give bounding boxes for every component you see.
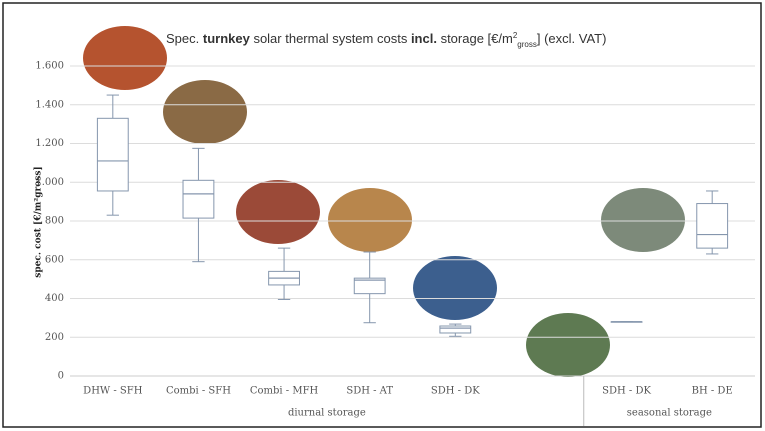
- y-tick-label: 200: [45, 332, 64, 343]
- y-tick-label: 1.400: [35, 99, 64, 110]
- photo: [328, 188, 412, 252]
- photos: [83, 26, 685, 377]
- photo: [163, 80, 247, 144]
- title-part: gross: [517, 40, 537, 49]
- x-tick-label: Combi - MFH: [250, 386, 319, 397]
- group-label: diurnal storage: [288, 408, 366, 419]
- y-tick-label: 1.200: [35, 138, 64, 149]
- box: [696, 203, 729, 249]
- photo: [601, 188, 685, 252]
- title-part: storage [€/m: [437, 31, 513, 46]
- title-part: Spec.: [166, 31, 203, 46]
- title-part: ] (excl. VAT): [537, 31, 607, 46]
- title-part: incl.: [411, 31, 437, 46]
- photo: [413, 256, 497, 320]
- x-tick-label: Combi - SFH: [166, 386, 231, 397]
- y-tick-label: 0: [58, 371, 64, 382]
- title-part: turnkey: [203, 31, 251, 46]
- x-tick-label: SDH - AT: [346, 386, 393, 397]
- title-part: 2: [513, 31, 518, 40]
- y-axis-label: spec. cost [€/m²gross]: [34, 166, 44, 277]
- y-tick-label: 1.000: [35, 177, 64, 188]
- y-tick-label: 800: [45, 216, 64, 227]
- chart-title: Spec. turnkey solar thermal system costs…: [166, 31, 606, 49]
- box: [182, 179, 215, 219]
- x-tick-label: SDH - DK: [602, 386, 651, 397]
- photo: [236, 180, 320, 244]
- box: [96, 117, 129, 192]
- y-tick-label: 600: [45, 254, 64, 265]
- photo: [83, 26, 167, 90]
- x-tick-label: BH - DE: [692, 386, 733, 397]
- x-tick-label: SDH - DK: [431, 386, 480, 397]
- title-part: solar thermal system costs: [250, 31, 411, 46]
- box: [353, 277, 386, 295]
- y-tick-label: 400: [45, 293, 64, 304]
- x-tick-label: DHW - SFH: [83, 386, 143, 397]
- y-tick-label: 1.600: [35, 61, 64, 72]
- box: [439, 325, 472, 334]
- photo: [526, 313, 610, 377]
- group-label: seasonal storage: [627, 408, 712, 419]
